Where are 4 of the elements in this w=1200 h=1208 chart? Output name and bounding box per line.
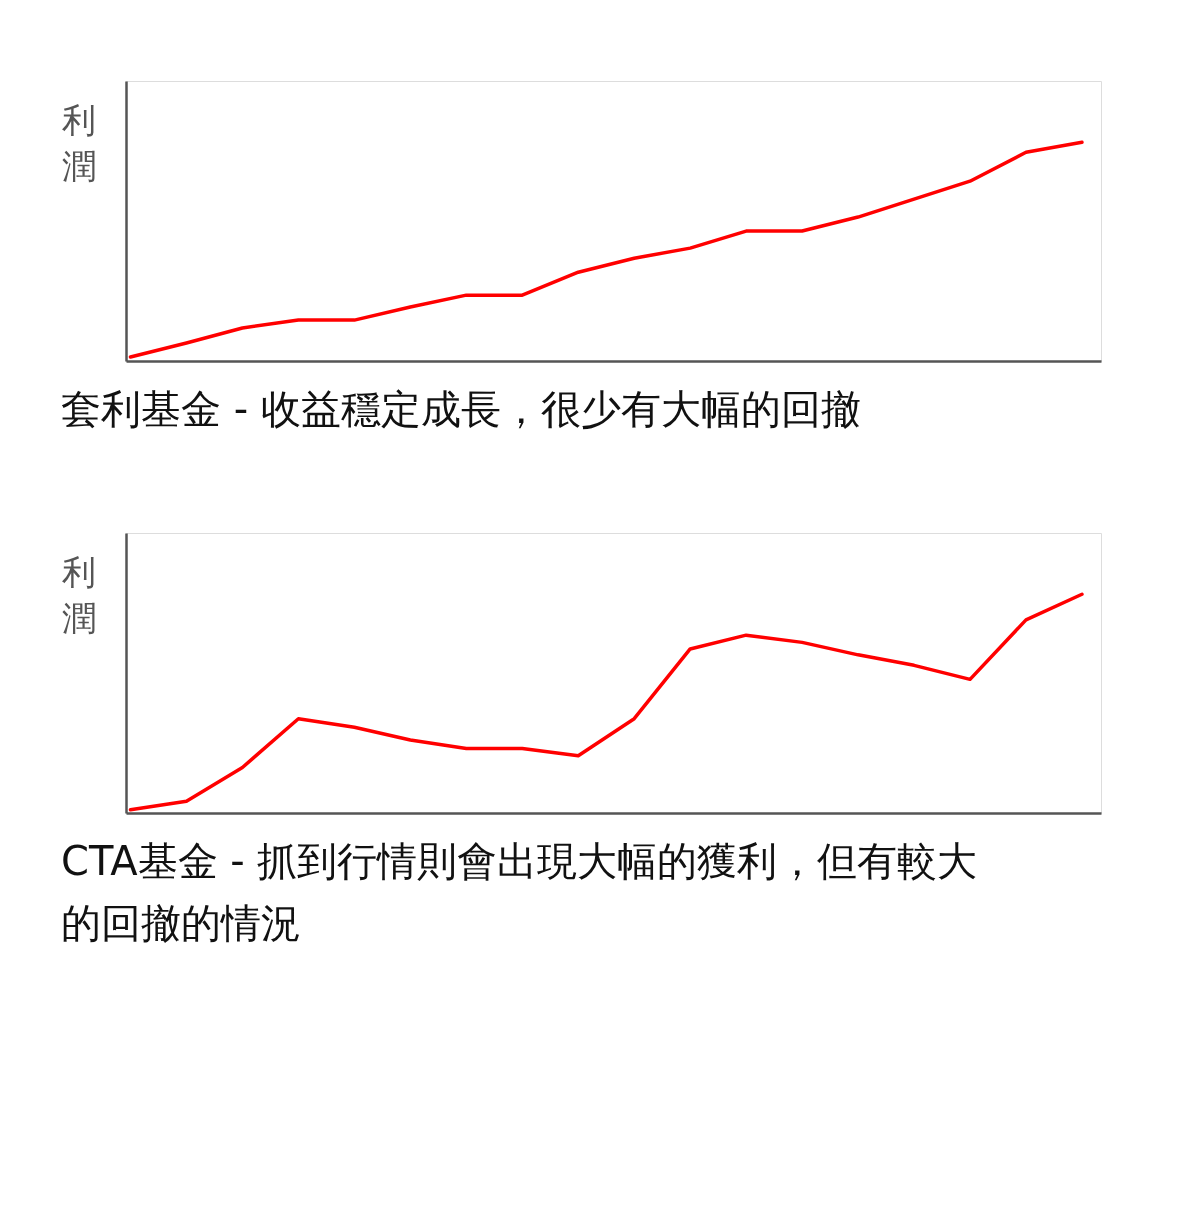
text: CTA基金 - 抓到行情則會出現大幅的獲利，但有較大的回撤的情況	[61, 838, 978, 946]
y-axis-title: 利潤	[61, 551, 96, 638]
y-axis-title: 利潤	[61, 99, 96, 186]
text: 套利基金 - 收益穩定成長，很少有大幅的回撤	[61, 386, 861, 432]
